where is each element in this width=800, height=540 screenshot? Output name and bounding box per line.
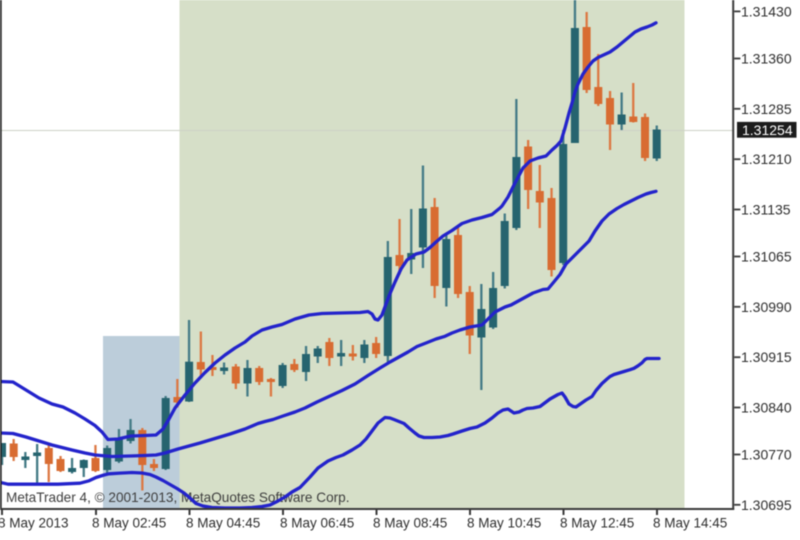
svg-text:8 May 08:45: 8 May 08:45 [373, 516, 447, 531]
svg-text:1.31210: 1.31210 [741, 151, 792, 167]
svg-text:1.30840: 1.30840 [741, 400, 792, 416]
svg-text:1.31430: 1.31430 [741, 3, 792, 19]
svg-text:1.30770: 1.30770 [741, 447, 792, 463]
svg-text:1.30695: 1.30695 [741, 497, 792, 513]
svg-text:8 May 02:45: 8 May 02:45 [92, 516, 166, 531]
svg-text:1.30915: 1.30915 [741, 349, 792, 365]
svg-text:8 May 04:45: 8 May 04:45 [186, 516, 260, 531]
svg-text:1.31254: 1.31254 [742, 122, 793, 138]
svg-text:1.31285: 1.31285 [741, 101, 792, 117]
svg-text:8 May 06:45: 8 May 06:45 [280, 516, 354, 531]
svg-text:1.31135: 1.31135 [741, 202, 791, 218]
svg-text:8 May 2013: 8 May 2013 [0, 516, 69, 531]
svg-text:1.31360: 1.31360 [741, 51, 792, 67]
svg-text:8 May 12:45: 8 May 12:45 [560, 516, 634, 531]
svg-text:8 May 14:45: 8 May 14:45 [653, 516, 727, 531]
svg-text:1.31065: 1.31065 [741, 249, 792, 265]
svg-text:1.30990: 1.30990 [741, 299, 792, 315]
svg-text:MetaTrader 4, © 2001-2013, Met: MetaTrader 4, © 2001-2013, MetaQuotes So… [6, 490, 350, 505]
svg-text:8 May 10:45: 8 May 10:45 [467, 516, 541, 531]
